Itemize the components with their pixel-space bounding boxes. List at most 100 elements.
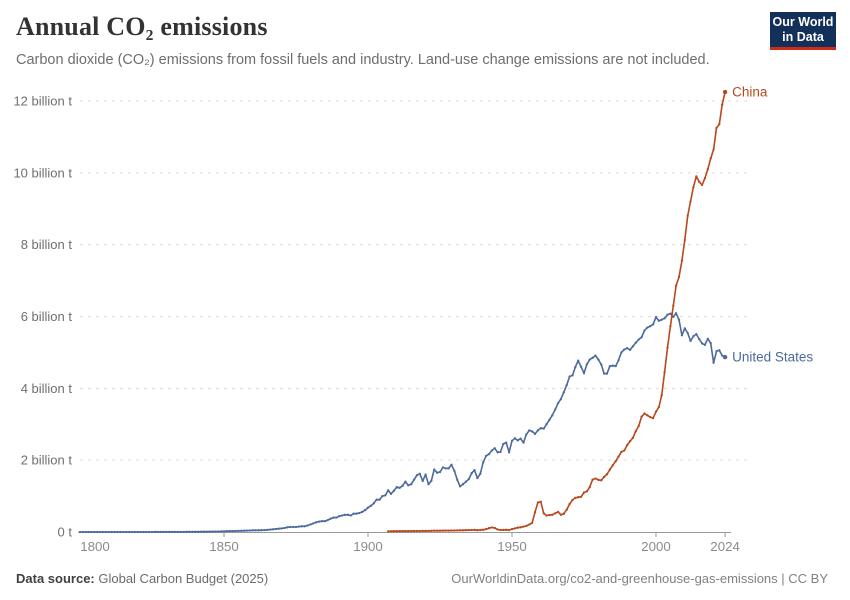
data-point: [266, 528, 269, 532]
data-point: [217, 530, 220, 533]
data-point: [361, 510, 364, 514]
data-point: [539, 500, 542, 503]
y-axis-tick-label: 12 billion t: [13, 94, 72, 109]
data-point: [133, 530, 136, 534]
data-point: [372, 502, 375, 505]
data-point: [179, 530, 182, 534]
data-point: [516, 526, 519, 529]
data-point: [268, 528, 272, 531]
data-point: [142, 530, 145, 534]
data-point: [715, 350, 718, 353]
data-point: [542, 512, 545, 515]
data-point: [505, 528, 508, 531]
data-point: [312, 522, 315, 525]
data-point: [410, 529, 413, 533]
data-point: [332, 516, 335, 519]
data-point: [551, 414, 554, 417]
data-point: [528, 429, 531, 432]
data-point: [291, 525, 295, 529]
data-point: [257, 529, 260, 532]
data-point: [96, 530, 99, 534]
data-point: [695, 332, 698, 336]
data-point: [467, 478, 470, 481]
data-point: [562, 391, 565, 394]
data-point: [522, 441, 525, 444]
data-point: [260, 529, 263, 532]
series-label-united-states[interactable]: United States: [732, 350, 813, 365]
data-point: [447, 467, 450, 470]
data-point: [407, 529, 410, 533]
data-point: [338, 515, 341, 518]
data-point: [686, 214, 689, 218]
data-point: [499, 450, 502, 454]
data-source-value: Global Carbon Budget (2025): [94, 571, 269, 586]
data-point: [277, 527, 280, 530]
data-point: [427, 529, 430, 533]
data-point: [87, 530, 90, 534]
data-point: [617, 359, 620, 362]
data-point: [222, 530, 226, 533]
data-point: [499, 528, 502, 532]
data-point: [669, 312, 672, 315]
data-point: [634, 429, 637, 433]
data-point: [346, 513, 349, 516]
x-axis-tick-label: 1900: [353, 539, 383, 554]
data-point: [366, 506, 370, 509]
data-point: [611, 364, 614, 367]
series-united-states: United States: [78, 312, 813, 534]
data-point: [700, 183, 704, 187]
attribution-link[interactable]: OurWorldinData.org/co2-and-greenhouse-ga…: [451, 571, 828, 586]
data-point: [594, 354, 597, 357]
data-point: [392, 489, 396, 492]
data-point: [565, 508, 568, 511]
data-point: [450, 463, 453, 466]
data-point: [315, 521, 318, 524]
data-point: [320, 520, 324, 523]
data-point: [176, 530, 180, 534]
x-axis-tick-label: 1950: [497, 539, 527, 554]
data-point: [533, 432, 537, 436]
data-point: [470, 471, 473, 475]
data-point: [703, 177, 707, 180]
data-point: [614, 364, 617, 368]
data-point: [551, 513, 554, 516]
data-point: [591, 478, 594, 481]
owid-logo[interactable]: Our World in Data: [770, 12, 836, 50]
series-line-united-states[interactable]: [80, 312, 726, 533]
data-point: [568, 502, 571, 506]
series-line-china[interactable]: [388, 91, 726, 533]
data-point: [271, 528, 275, 531]
data-point: [600, 363, 603, 366]
data-point: [289, 525, 292, 529]
data-point: [188, 530, 191, 533]
data-point: [329, 517, 332, 520]
data-point: [597, 478, 600, 482]
data-point: [689, 200, 692, 203]
series-end-point-china: [722, 89, 728, 95]
data-point: [309, 523, 312, 526]
data-point: [605, 372, 609, 375]
data-point: [565, 383, 568, 387]
data-point: [556, 510, 560, 514]
data-point: [493, 447, 496, 450]
data-point: [153, 530, 157, 534]
data-point: [620, 450, 623, 454]
data-point: [450, 529, 453, 532]
data-point: [340, 514, 344, 517]
data-point: [381, 494, 384, 498]
data-point: [147, 530, 151, 534]
data-point: [294, 525, 298, 529]
data-point: [162, 530, 165, 534]
data-point: [93, 530, 96, 534]
data-point: [119, 530, 122, 534]
data-point: [99, 530, 102, 534]
data-point: [617, 455, 620, 458]
data-point: [482, 461, 485, 464]
series-label-china[interactable]: China: [732, 85, 768, 100]
data-point: [677, 318, 681, 321]
data-point: [165, 530, 168, 534]
series-china: China: [387, 85, 768, 533]
data-point: [81, 530, 85, 534]
data-point: [392, 530, 396, 533]
